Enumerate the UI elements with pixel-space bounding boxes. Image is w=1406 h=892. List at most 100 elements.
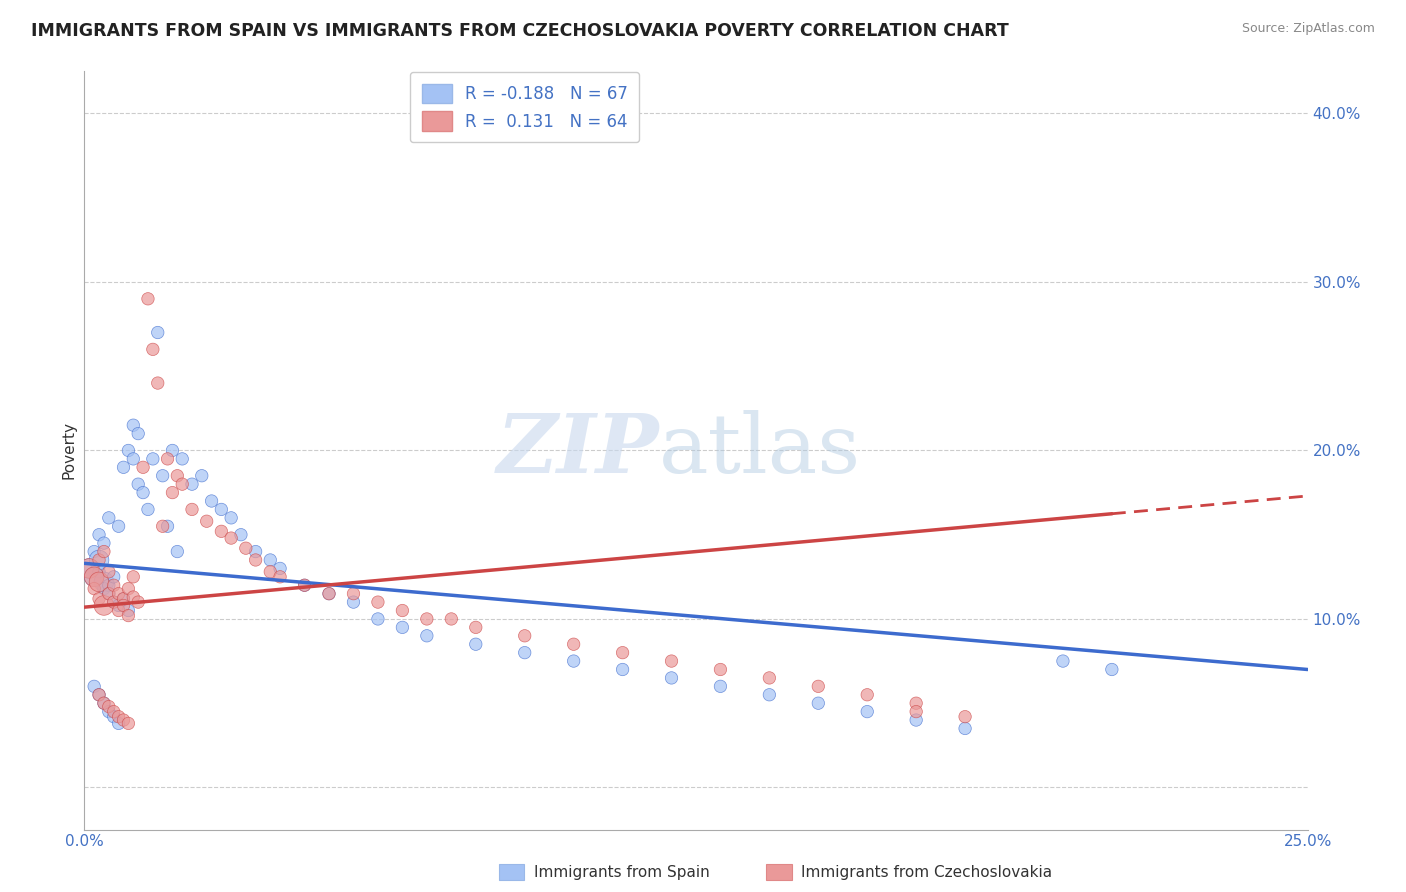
Point <box>219 511 242 525</box>
Point <box>117 582 139 596</box>
Point <box>87 527 110 541</box>
Point <box>93 696 115 710</box>
Point <box>259 565 281 579</box>
Point <box>107 587 129 601</box>
Point <box>195 514 218 528</box>
Point <box>209 502 232 516</box>
Point <box>136 502 159 516</box>
Point <box>97 587 120 601</box>
Point <box>191 468 214 483</box>
Point <box>87 591 110 606</box>
Point <box>122 590 145 604</box>
Point <box>209 524 232 539</box>
Point <box>513 629 536 643</box>
Point <box>103 578 125 592</box>
Point <box>87 553 110 567</box>
Point <box>612 646 634 660</box>
Point <box>367 595 389 609</box>
Point <box>562 637 585 651</box>
Point <box>112 460 135 475</box>
Point <box>235 541 257 556</box>
Point <box>440 612 463 626</box>
Point <box>103 570 125 584</box>
Point <box>127 426 149 441</box>
Point <box>807 696 830 710</box>
Point <box>93 544 115 558</box>
Point <box>87 688 110 702</box>
Point <box>146 376 169 390</box>
Point <box>807 679 830 693</box>
Point <box>856 688 879 702</box>
Point <box>122 570 145 584</box>
Text: atlas: atlas <box>659 410 862 491</box>
Point <box>87 565 110 579</box>
Text: ZIP: ZIP <box>496 410 659 491</box>
Point <box>112 591 135 606</box>
Point <box>219 531 242 545</box>
Point <box>83 570 105 584</box>
Point <box>200 494 222 508</box>
Point <box>97 578 120 592</box>
Point <box>93 599 115 613</box>
Point <box>83 570 105 584</box>
Point <box>97 587 120 601</box>
Point <box>103 709 125 723</box>
Point <box>146 326 169 340</box>
Point <box>294 578 316 592</box>
Point <box>905 696 928 710</box>
Point <box>122 418 145 433</box>
Point <box>318 587 340 601</box>
Text: Source: ZipAtlas.com: Source: ZipAtlas.com <box>1241 22 1375 36</box>
Point <box>464 637 486 651</box>
Point <box>245 544 267 558</box>
Point <box>391 620 413 634</box>
Point <box>709 663 731 677</box>
Point <box>342 595 364 609</box>
Point <box>152 468 174 483</box>
Point <box>107 709 129 723</box>
Point <box>107 519 129 533</box>
Point <box>77 561 100 575</box>
Point <box>87 574 110 589</box>
Point <box>117 603 139 617</box>
Point <box>259 553 281 567</box>
Point <box>93 582 115 596</box>
Point <box>562 654 585 668</box>
Point <box>132 485 155 500</box>
Point <box>905 713 928 727</box>
Point <box>758 688 780 702</box>
Point <box>269 561 291 575</box>
Point <box>709 679 731 693</box>
Point <box>464 620 486 634</box>
Point <box>416 629 439 643</box>
Point <box>87 553 110 567</box>
Point <box>136 292 159 306</box>
Point <box>156 451 179 466</box>
Point <box>122 451 145 466</box>
Point <box>181 477 204 491</box>
Point <box>181 502 204 516</box>
Point <box>132 460 155 475</box>
Point <box>103 595 125 609</box>
Point <box>142 451 165 466</box>
Point <box>612 663 634 677</box>
Point <box>93 536 115 550</box>
Point <box>391 603 413 617</box>
Point <box>172 477 194 491</box>
Point <box>245 553 267 567</box>
Text: Immigrants from Czechoslovakia: Immigrants from Czechoslovakia <box>801 865 1053 880</box>
Point <box>166 468 188 483</box>
Point <box>107 603 129 617</box>
Legend: R = -0.188   N = 67, R =  0.131   N = 64: R = -0.188 N = 67, R = 0.131 N = 64 <box>411 72 640 143</box>
Point <box>83 544 105 558</box>
Point <box>661 671 683 685</box>
Text: IMMIGRANTS FROM SPAIN VS IMMIGRANTS FROM CZECHOSLOVAKIA POVERTY CORRELATION CHAR: IMMIGRANTS FROM SPAIN VS IMMIGRANTS FROM… <box>31 22 1008 40</box>
Y-axis label: Poverty: Poverty <box>60 421 76 480</box>
Point <box>112 713 135 727</box>
Point <box>416 612 439 626</box>
Point <box>152 519 174 533</box>
Point <box>953 722 976 736</box>
Point <box>661 654 683 668</box>
Point <box>112 599 135 613</box>
Point <box>1101 663 1123 677</box>
